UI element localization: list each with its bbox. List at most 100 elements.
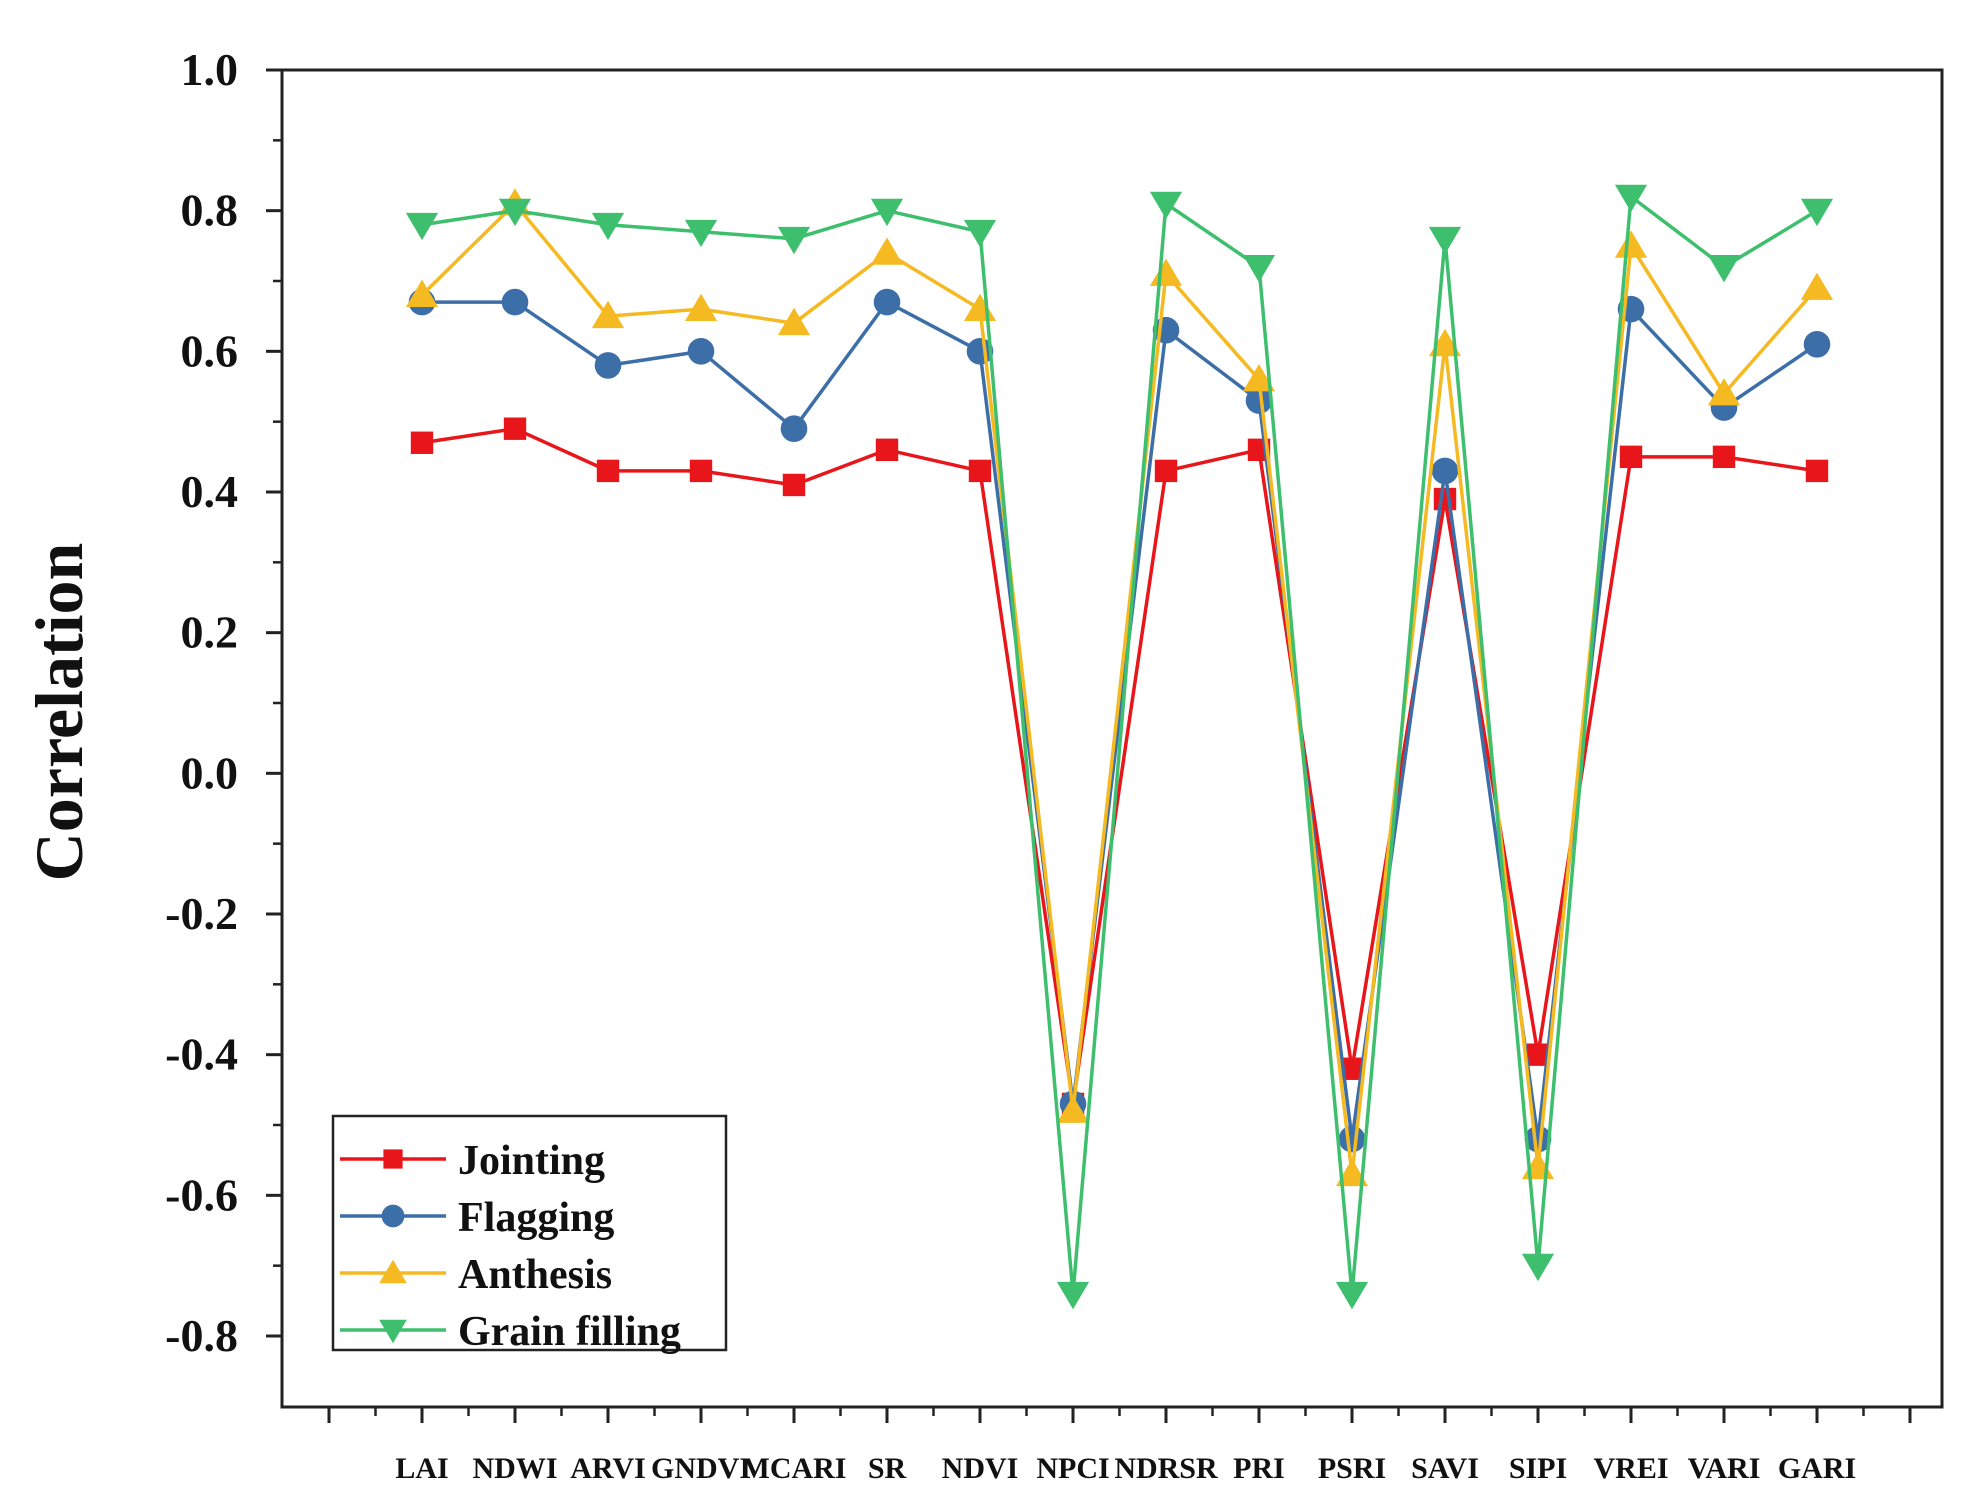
- data-point: [405, 279, 439, 307]
- y-tick-label: 0.8: [181, 185, 239, 236]
- data-point: [591, 300, 625, 329]
- data-point: [1524, 1125, 1552, 1153]
- data-point: [381, 1204, 405, 1228]
- y-tick-label: 1.0: [181, 44, 239, 95]
- y-axis-label: Correlation: [21, 543, 97, 882]
- x-tick-label: NPCI: [1036, 1452, 1109, 1485]
- data-point: [777, 307, 811, 336]
- data-point: [501, 288, 529, 316]
- y-tick-label: -0.4: [165, 1029, 238, 1080]
- y-tick-label: 0.0: [181, 747, 239, 798]
- plot-frame: [280, 68, 1944, 1409]
- series-grain-filling: [405, 184, 1834, 1310]
- x-tick-label: SR: [868, 1452, 907, 1485]
- data-point: [777, 226, 811, 255]
- data-point: [1707, 255, 1741, 283]
- data-point: [1712, 445, 1736, 469]
- x-tick-label: LAI: [395, 1452, 448, 1485]
- data-point: [1433, 487, 1457, 511]
- data-point: [684, 219, 718, 248]
- data-point: [1245, 387, 1273, 414]
- y-tick-label: 0.4: [181, 466, 239, 517]
- data-point: [1431, 457, 1459, 485]
- legend-label: Flagging: [458, 1195, 614, 1241]
- data-point: [503, 417, 527, 440]
- data-point: [383, 1149, 403, 1169]
- data-point: [498, 198, 532, 227]
- data-point: [1335, 1281, 1369, 1310]
- series-line: [421, 194, 1818, 1296]
- x-tick-label: NDRSR: [1114, 1452, 1218, 1485]
- x-tick-label: NDWI: [472, 1452, 557, 1485]
- x-tick-label: SIPI: [1509, 1452, 1567, 1485]
- data-point: [1056, 1095, 1090, 1123]
- data-point: [1340, 1057, 1364, 1080]
- data-point: [1335, 1158, 1369, 1187]
- data-point: [379, 1259, 407, 1284]
- y-tick-label: -0.2: [165, 888, 238, 939]
- data-point: [780, 415, 808, 443]
- data-point: [875, 438, 899, 461]
- data-point: [1056, 1281, 1090, 1310]
- y-tick-label: -0.8: [165, 1310, 238, 1361]
- series-layer: [405, 184, 1834, 1310]
- data-point: [1800, 272, 1834, 300]
- legend: Jointing Flagging Anthesis Grain filling: [331, 1114, 728, 1355]
- series-line: [422, 300, 1818, 1141]
- x-tick-label: VREI: [1593, 1452, 1668, 1485]
- x-tick-label: ARVI: [570, 1452, 646, 1485]
- data-point: [1800, 198, 1834, 227]
- data-point: [870, 198, 904, 227]
- x-tick-label: GARI: [1778, 1452, 1856, 1485]
- data-point: [1242, 364, 1276, 392]
- x-tick-label: SAVI: [1411, 1452, 1479, 1485]
- x-tick-label: MCARI: [742, 1452, 847, 1485]
- data-point: [596, 459, 620, 483]
- data-point: [1338, 1125, 1366, 1153]
- x-tick-label: GNDVI: [651, 1452, 751, 1485]
- data-point: [1149, 191, 1183, 220]
- data-point: [1154, 459, 1178, 483]
- data-point: [687, 338, 715, 365]
- data-point: [1803, 331, 1831, 358]
- y-tick-label: 0.2: [181, 607, 239, 658]
- data-point: [1526, 1043, 1550, 1066]
- legend-item: Flagging: [340, 1195, 614, 1241]
- y-tick-label: -0.6: [165, 1169, 238, 1220]
- data-point: [684, 293, 718, 322]
- data-point: [410, 431, 434, 454]
- data-point: [1428, 226, 1462, 255]
- y-tick-label: 0.6: [181, 325, 239, 376]
- data-point: [689, 459, 713, 483]
- data-point: [782, 473, 806, 497]
- y-axis: 1.0 0.8 0.6 0.4 0.2 0.0 -0.2 -0.4 -0.6 -0.8: [165, 44, 282, 1361]
- data-point: [870, 237, 904, 265]
- x-tick-label: NDVI: [942, 1452, 1019, 1485]
- data-point: [1614, 230, 1648, 258]
- series-flagging: [408, 288, 1831, 1153]
- data-point: [1707, 378, 1741, 406]
- data-point: [379, 1319, 407, 1344]
- data-point: [963, 293, 997, 322]
- data-point: [1149, 258, 1183, 286]
- data-point: [1614, 184, 1648, 212]
- legend-label: Anthesis: [458, 1252, 612, 1298]
- data-point: [1805, 459, 1829, 483]
- series-line: [420, 201, 1819, 1176]
- data-point: [873, 288, 901, 316]
- data-point: [968, 459, 992, 483]
- data-point: [591, 212, 625, 241]
- series-line: [421, 426, 1818, 1106]
- data-point: [405, 212, 439, 241]
- x-tick-label: PSRI: [1318, 1452, 1386, 1485]
- data-point: [1242, 255, 1276, 283]
- x-tick-label: VARI: [1688, 1452, 1761, 1485]
- x-tick-label: PRI: [1233, 1452, 1285, 1485]
- legend-item: Grain filling: [340, 1309, 681, 1355]
- legend-label: Grain filling: [458, 1309, 681, 1355]
- legend-item: Jointing: [340, 1138, 605, 1184]
- legend-item: Anthesis: [340, 1252, 612, 1298]
- data-point: [1521, 1253, 1555, 1282]
